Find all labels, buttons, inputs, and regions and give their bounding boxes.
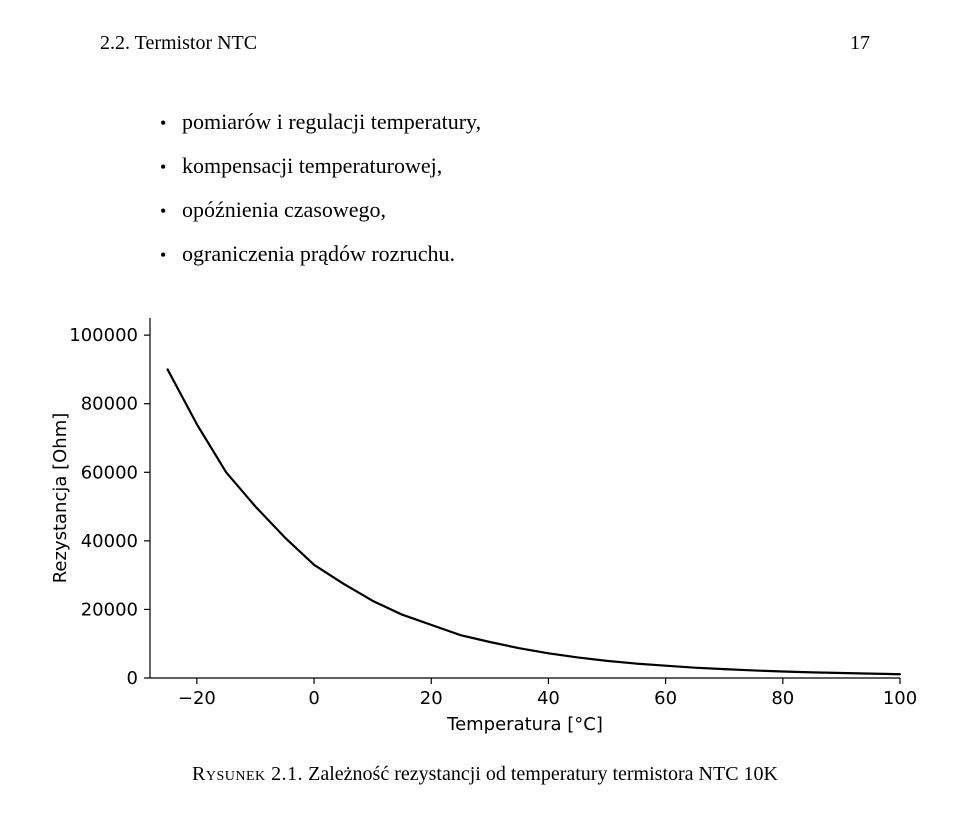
figure-label: Rysunek 2.1.: [192, 763, 303, 785]
svg-text:80000: 80000: [81, 394, 138, 415]
svg-text:Rezystancja [Ohm]: Rezystancja [Ohm]: [50, 413, 71, 584]
svg-text:60000: 60000: [81, 462, 138, 483]
figure-caption: Rysunek 2.1. Zależność rezystancji od te…: [100, 763, 870, 786]
svg-text:Temperatura [°C]: Temperatura [°C]: [446, 714, 603, 735]
bullet-list: pomiarów i regulacji temperatury, kompen…: [160, 100, 870, 276]
svg-text:40000: 40000: [81, 531, 138, 552]
figure-text: Zależność rezystancji od temperatury ter…: [308, 763, 778, 785]
svg-text:40: 40: [537, 688, 560, 709]
svg-text:0: 0: [308, 688, 319, 709]
page-number: 17: [850, 32, 870, 55]
svg-text:20: 20: [420, 688, 443, 709]
svg-text:80: 80: [771, 688, 794, 709]
page: 2.2. Termistor NTC 17 pomiarów i regulac…: [0, 0, 960, 816]
svg-text:60: 60: [654, 688, 677, 709]
section-label: 2.2. Termistor NTC: [100, 32, 257, 55]
svg-text:0: 0: [127, 668, 138, 689]
list-item: ograniczenia prądów rozruchu.: [160, 232, 870, 276]
svg-text:100: 100: [883, 688, 917, 709]
resistance-chart: 0 20000 40000 60000 80000 100000 −20 0 20 40 60 80 1…: [40, 300, 920, 740]
svg-text:−20: −20: [178, 688, 216, 709]
list-item: opóźnienia czasowego,: [160, 188, 870, 232]
svg-text:20000: 20000: [81, 599, 138, 620]
list-item: kompensacji temperaturowej,: [160, 144, 870, 188]
svg-text:100000: 100000: [69, 325, 138, 346]
list-item: pomiarów i regulacji temperatury,: [160, 100, 870, 144]
running-header: 2.2. Termistor NTC 17: [100, 32, 870, 55]
chart-svg: 0 20000 40000 60000 80000 100000 −20 0 20 40 60 80 1…: [40, 300, 920, 740]
